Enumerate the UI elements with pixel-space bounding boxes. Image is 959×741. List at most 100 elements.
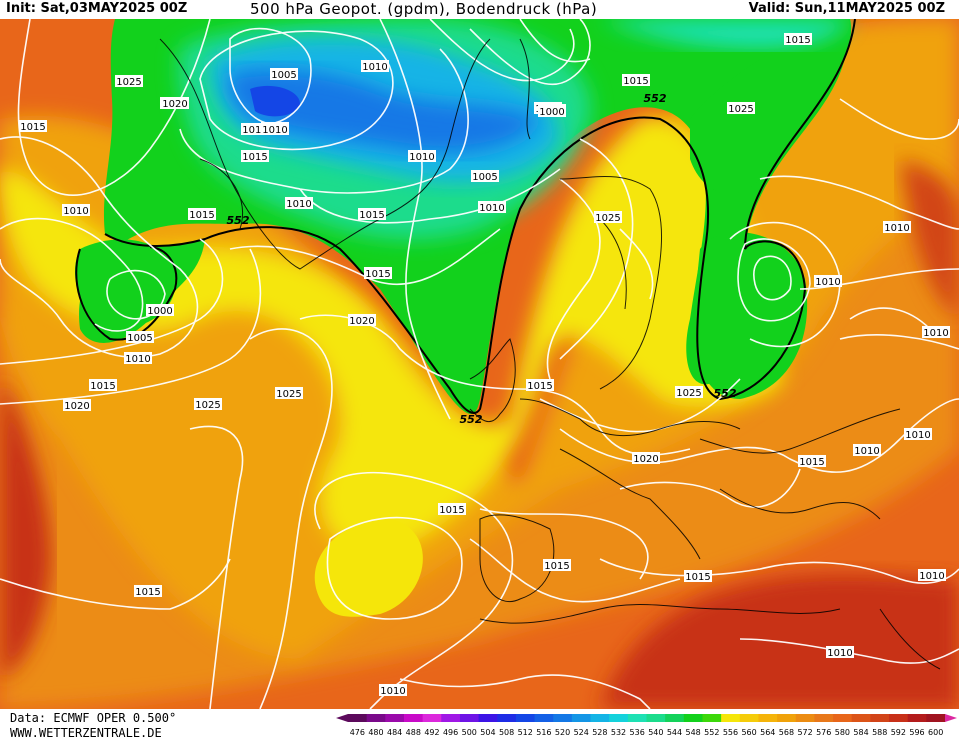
scale-swatch xyxy=(870,714,890,722)
contour-552-label: 552 xyxy=(227,214,250,227)
pressure-label: 1025 xyxy=(116,77,141,88)
pressure-label-bg xyxy=(438,503,466,515)
scale-swatch xyxy=(422,714,442,722)
pressure-label: 1015 xyxy=(685,572,710,583)
pressure-label-bg xyxy=(124,352,152,364)
pressure-label: 1015 xyxy=(189,210,214,221)
scale-swatch xyxy=(627,714,647,722)
scale-swatch xyxy=(814,714,834,722)
pressure-label: 1010 xyxy=(815,277,840,288)
pressure-label-bg xyxy=(727,102,755,114)
scale-swatch xyxy=(646,714,666,722)
pressure-label: 1015 xyxy=(242,125,267,136)
scale-tick-label: 572 xyxy=(797,728,812,737)
pressure-label-bg xyxy=(526,379,554,391)
init-time: Init: Sat,03MAY2025 00Z xyxy=(6,1,188,16)
scale-swatch xyxy=(777,714,797,722)
pressure-label: 1005 xyxy=(472,172,497,183)
scale-tick-label: 484 xyxy=(387,728,402,737)
pressure-label-bg xyxy=(784,33,812,45)
pressure-label: 1025 xyxy=(276,389,301,400)
pressure-label: 1025 xyxy=(595,213,620,224)
pressure-label: 1015 xyxy=(544,561,569,572)
pressure-label-bg xyxy=(814,275,842,287)
pressure-label-bg xyxy=(594,211,622,223)
pressure-label: 1015 xyxy=(359,210,384,221)
scale-swatch xyxy=(609,714,629,722)
pressure-label: 1010 xyxy=(63,206,88,217)
scale-tick-label: 476 xyxy=(350,728,365,737)
pressure-label: 1000 xyxy=(147,306,172,317)
scale-swatch xyxy=(721,714,741,722)
pressure-label-bg xyxy=(348,314,376,326)
pressure-label-bg xyxy=(89,379,117,391)
scale-tick-label: 564 xyxy=(760,728,775,737)
scale-tick-label: 596 xyxy=(909,728,924,737)
pressure-label: 1005 xyxy=(127,333,152,344)
pressure-label: 1010 xyxy=(479,203,504,214)
scale-swatch xyxy=(739,714,759,722)
pressure-label: 1010 xyxy=(905,430,930,441)
scale-tick-label: 600 xyxy=(928,728,943,737)
pressure-label: 1020 xyxy=(349,316,374,327)
scale-tick-label: 528 xyxy=(592,728,607,737)
pressure-label: 1015 xyxy=(365,269,390,280)
pressure-label-bg xyxy=(126,331,154,343)
pressure-label-bg xyxy=(146,304,174,316)
pressure-label: 1020 xyxy=(162,99,187,110)
pressure-label-bg xyxy=(883,221,911,233)
scale-arrow-left xyxy=(336,714,348,722)
scale-tick-label: 580 xyxy=(835,728,850,737)
pressure-label: 1010 xyxy=(884,223,909,234)
pressure-label-bg xyxy=(241,150,269,162)
scale-swatch xyxy=(478,714,498,722)
pressure-label-bg xyxy=(19,120,47,132)
pressure-label-bg xyxy=(904,428,932,440)
pressure-label: 1015 xyxy=(527,381,552,392)
scale-swatch xyxy=(758,714,778,722)
scale-swatch xyxy=(665,714,685,722)
pressure-label-bg xyxy=(134,585,162,597)
pressure-label: 1010 xyxy=(125,354,150,365)
coastlines xyxy=(159,38,941,670)
weather-map: 1025102010151010100510101015100510101005… xyxy=(0,19,959,709)
pressure-label-bg xyxy=(622,74,650,86)
scale-tick-label: 480 xyxy=(368,728,383,737)
pressure-label: 1010 xyxy=(380,686,405,697)
pressure-label-bg xyxy=(361,60,389,72)
scale-tick-label: 576 xyxy=(816,728,831,737)
pressure-label: 1015 xyxy=(799,457,824,468)
scale-swatch xyxy=(926,714,946,722)
pressure-label: 1025 xyxy=(676,388,701,399)
pressure-label: 1010 xyxy=(362,62,387,73)
scale-swatch xyxy=(590,714,610,722)
scale-swatch xyxy=(683,714,703,722)
pressure-label-bg xyxy=(188,208,216,220)
scale-tick-label: 500 xyxy=(462,728,477,737)
website-link[interactable]: WWW.WETTERZENTRALE.DE xyxy=(10,726,162,740)
pressure-label: 1010 xyxy=(409,152,434,163)
pressure-label: 1015 xyxy=(242,152,267,163)
pressure-label: 1015 xyxy=(439,505,464,516)
scale-tick-label: 488 xyxy=(406,728,421,737)
pressure-label: 1015 xyxy=(623,76,648,87)
scale-swatch xyxy=(889,714,909,722)
pressure-label: 1015 xyxy=(785,35,810,46)
pressure-label-bg xyxy=(543,559,571,571)
scale-tick-label: 556 xyxy=(723,728,738,737)
pressure-labels: 1025102010151010100510101015100510101005… xyxy=(19,33,950,697)
scale-swatch xyxy=(459,714,480,722)
pressure-label-bg xyxy=(275,387,303,399)
scale-tick-label: 520 xyxy=(555,728,570,737)
scale-swatch xyxy=(497,714,517,722)
scale-tick-label: 504 xyxy=(480,728,495,737)
pressure-label: 1015 xyxy=(135,587,160,598)
scale-tick-label: 592 xyxy=(891,728,906,737)
pressure-label-bg xyxy=(63,399,91,411)
pressure-label-bg xyxy=(285,197,313,209)
pressure-label-bg xyxy=(798,455,826,467)
scale-swatch xyxy=(515,714,536,722)
scale-swatch xyxy=(385,714,405,722)
pressure-label-bg xyxy=(471,170,499,182)
pressure-label-bg xyxy=(408,150,436,162)
